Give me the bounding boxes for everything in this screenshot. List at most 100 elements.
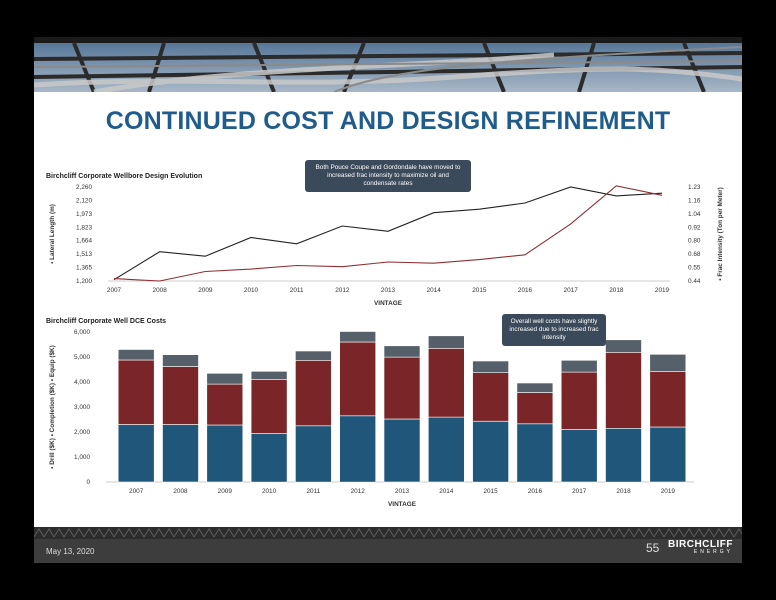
drill-bar-segment [383, 418, 421, 483]
chart2-x-tick: 2011 [307, 488, 321, 495]
completion-bar-segment [427, 347, 465, 418]
drill-bar-segment [649, 426, 687, 483]
chart1-x-tick: 2008 [153, 287, 168, 294]
chart2-legend-2: ▪ Equip ($K) [49, 345, 56, 383]
equip-bar-segment [295, 350, 332, 361]
drill-bar-segment [295, 425, 332, 483]
frac-intensity-line [113, 185, 663, 282]
chart1-x-tick: 2013 [381, 287, 396, 294]
chart1-x-tick: 2017 [564, 287, 579, 294]
completion-bar-segment [339, 341, 377, 417]
chart2-legend-1: ▪ Completion ($K) [49, 383, 56, 438]
chart1-x-tick: 2014 [427, 287, 442, 294]
chart2-x-tick: 2010 [262, 488, 277, 495]
chart1-right-tick: 0.44 [688, 278, 701, 285]
drill-bar-segment [339, 415, 377, 483]
drill-bar-segment [206, 424, 244, 483]
completion-bar-segment [560, 371, 598, 430]
chart1-right-tick: 0.80 [688, 238, 701, 245]
chart2-x-tick: 2008 [173, 488, 188, 495]
slide: CONTINUED COST AND DESIGN REFINEMENT Bir… [34, 37, 742, 563]
completion-bar-segment [516, 392, 554, 425]
chart1-left-tick: 1,365 [76, 265, 92, 272]
chart2-y-tick: 6,000 [74, 329, 90, 336]
chart1-left-tick: 1,200 [76, 278, 92, 285]
chart1-right-tick: 1.16 [688, 197, 701, 204]
completion-bar-segment [117, 359, 155, 425]
chart2-x-axis-label: VINTAGE [388, 501, 417, 508]
equip-bar-segment [516, 382, 554, 393]
chart1-left-axis-label: ▪ Lateral Length (m) [49, 204, 56, 264]
chart1-left-tick: 1,973 [76, 211, 92, 218]
completion-bar-segment [383, 356, 421, 420]
completion-bar-segment [206, 383, 244, 426]
drill-bar-segment [162, 424, 199, 483]
equip-bar-segment [605, 339, 642, 353]
chart2-y-tick: 2,000 [74, 429, 90, 436]
chart2-x-tick: 2018 [616, 488, 631, 495]
drill-bar-segment [250, 433, 288, 483]
chart2-x-tick: 2016 [528, 488, 543, 495]
completion-bar-segment [605, 351, 642, 429]
chart2-y-axis-label: ▪ Drill ($K) ▪ Completion ($K) ▪ Equip (… [49, 345, 56, 469]
equip-bar-segment [560, 359, 598, 373]
equip-bar-segment [117, 349, 155, 361]
drill-bar-segment [472, 421, 509, 483]
chart1-right-tick: 1.04 [688, 211, 701, 218]
page-number: 55 [646, 541, 660, 555]
footer-date: May 13, 2020 [46, 547, 95, 556]
chart1-x-axis-label: VINTAGE [374, 300, 403, 307]
chart1-right-axis-label: ▪ Frac Intensity (Ton per Meter) [717, 187, 724, 280]
footer: May 13, 2020 55 BIRCHCLIFF ENERGY [34, 527, 742, 563]
chart2-x-tick: 2012 [351, 488, 366, 495]
logo-main-text: BIRCHCLIFF [668, 539, 733, 550]
chart2-y-tick: 0 [86, 479, 90, 486]
chart1-left-tick: 2,260 [76, 184, 92, 191]
chart1-x-tick: 2016 [518, 287, 533, 294]
equip-bar-segment [339, 331, 377, 343]
chart1-right-tick: 0.68 [688, 251, 701, 258]
logo-sub-text: ENERGY [693, 549, 733, 555]
drill-bar-segment [560, 429, 598, 483]
chart2-x-tick: 2019 [661, 488, 676, 495]
chart1-title: Birchcliff Corporate Wellbore Design Evo… [46, 173, 203, 180]
chart1-left-tick: 1,513 [76, 251, 92, 258]
chart1-callout: Both Pouce Coupe and Gordondale have mov… [305, 160, 471, 192]
chart1-x-tick: 2007 [107, 287, 122, 294]
chart2-y-tick: 3,000 [74, 404, 90, 411]
page-title: CONTINUED COST AND DESIGN REFINEMENT [105, 107, 671, 135]
equip-bar-segment [427, 335, 465, 349]
chart1-right-tick: 0.92 [688, 224, 701, 231]
drill-bar-segment [427, 416, 465, 483]
chart1-x-tick: 2011 [290, 287, 304, 294]
equip-bar-segment [162, 354, 199, 367]
chart1-x-tick: 2009 [198, 287, 213, 294]
equip-bar-segment [383, 345, 421, 358]
chart2-x-tick: 2013 [395, 488, 410, 495]
drill-bar-segment [117, 424, 155, 483]
equip-bar-segment [649, 353, 687, 372]
chart2-x-tick: 2015 [484, 488, 499, 495]
equip-bar-segment [250, 370, 288, 380]
chart2-y-tick: 4,000 [74, 379, 90, 386]
footer-pattern [34, 527, 742, 539]
wellbore-design-chart: 1,200 1,365 1,513 1,664 1,823 1,973 2,120 2,260… [49, 184, 724, 307]
company-logo: BIRCHCLIFF ENERGY [668, 539, 733, 555]
completion-bar-segment [250, 379, 288, 434]
chart2-x-tick: 2014 [439, 488, 454, 495]
completion-bar-segment [295, 359, 332, 427]
chart1-right-tick: 1.23 [688, 184, 701, 191]
chart2-callout: Overall well costs have slightly increas… [502, 314, 606, 346]
chart1-left-tick: 1,823 [76, 224, 92, 231]
chart2-x-tick: 2017 [572, 488, 587, 495]
chart1-x-tick: 2010 [244, 287, 259, 294]
completion-bar-segment [472, 372, 509, 422]
chart2-x-tick: 2007 [129, 488, 144, 495]
chart2-x-tick: 2009 [218, 488, 233, 495]
lateral-length-line [113, 186, 663, 281]
pipeline-banner-image [34, 37, 742, 92]
drill-bar-segment [605, 428, 642, 483]
completion-bar-segment [649, 371, 687, 428]
well-dce-costs-chart: 0 1,000 2,000 3,000 4,000 5,000 6,000 2007 2008 2… [49, 329, 694, 508]
equip-bar-segment [472, 360, 509, 373]
